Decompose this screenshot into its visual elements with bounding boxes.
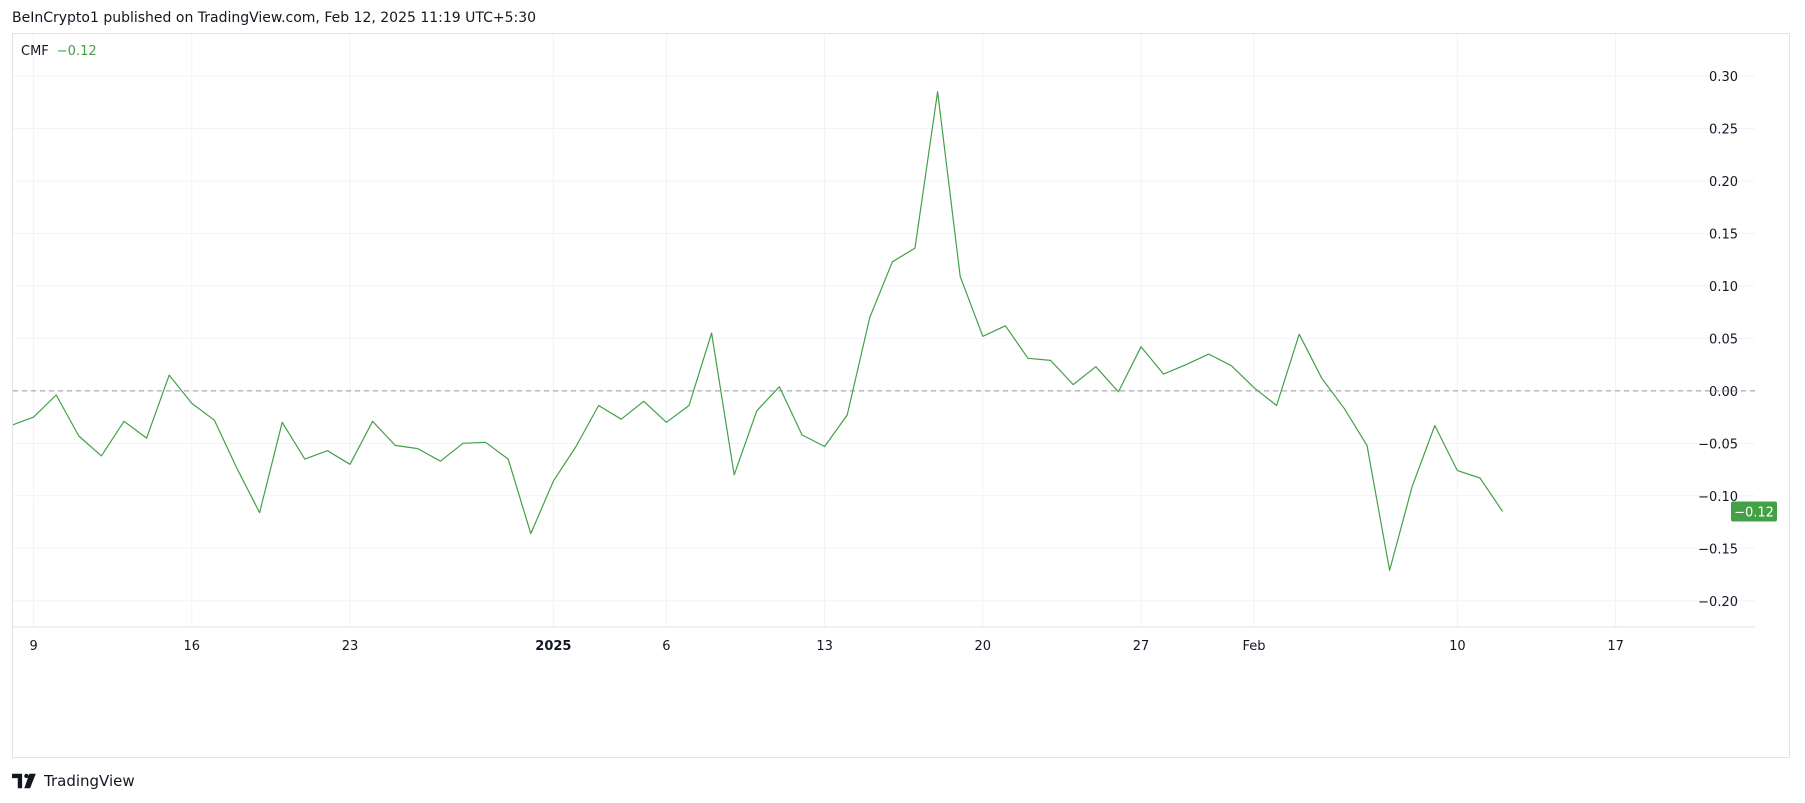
x-tick-label: 10	[1449, 639, 1466, 654]
last-value-label: −0.12	[1734, 506, 1774, 521]
indicator-value: −0.12	[57, 44, 97, 59]
x-tick-label: 6	[662, 639, 670, 654]
y-tick-label: −0.10	[1698, 490, 1738, 505]
y-tick-label: 0.15	[1709, 227, 1738, 242]
x-tick-label: 13	[816, 639, 833, 654]
tradingview-logo-icon	[12, 773, 36, 789]
y-tick-label: 0.10	[1709, 280, 1738, 295]
y-tick-label: −0.15	[1698, 542, 1738, 557]
x-tick-label: 23	[342, 639, 359, 654]
y-tick-label: 0.30	[1709, 70, 1738, 85]
publish-info: BeInCrypto1 published on TradingView.com…	[12, 10, 537, 26]
y-tick-label: 0.05	[1709, 332, 1738, 347]
y-tick-label: 0.25	[1709, 122, 1738, 137]
y-tick-label: 0.20	[1709, 175, 1738, 190]
footer: TradingView	[12, 772, 135, 790]
last-value-badge	[1731, 501, 1777, 522]
indicator-name: CMF	[21, 44, 49, 59]
cmf-chart[interactable]: 0.300.250.200.150.100.050.00−0.05−0.10−0…	[13, 34, 1789, 757]
y-tick-label: −0.05	[1698, 437, 1738, 452]
chart-frame: 0.30 0.25 0.20 0.15 0.10 0.05 0.00 −0.05 −0.10 −0…	[12, 33, 1790, 758]
x-tick-label: 9	[29, 639, 37, 654]
x-tick-label: 20	[975, 639, 992, 654]
x-tick-label: 27	[1133, 639, 1150, 654]
x-tick-label: Feb	[1242, 639, 1265, 654]
x-tick-label: 16	[184, 639, 201, 654]
cmf-series-line	[13, 91, 1504, 571]
y-tick-label: −0.20	[1698, 595, 1738, 610]
brand-name: TradingView	[44, 772, 135, 790]
x-tick-label: 17	[1607, 639, 1624, 654]
indicator-legend: CMF −0.12	[21, 44, 97, 59]
y-tick-label: 0.00	[1709, 385, 1738, 400]
x-tick-label: 2025	[535, 639, 571, 654]
